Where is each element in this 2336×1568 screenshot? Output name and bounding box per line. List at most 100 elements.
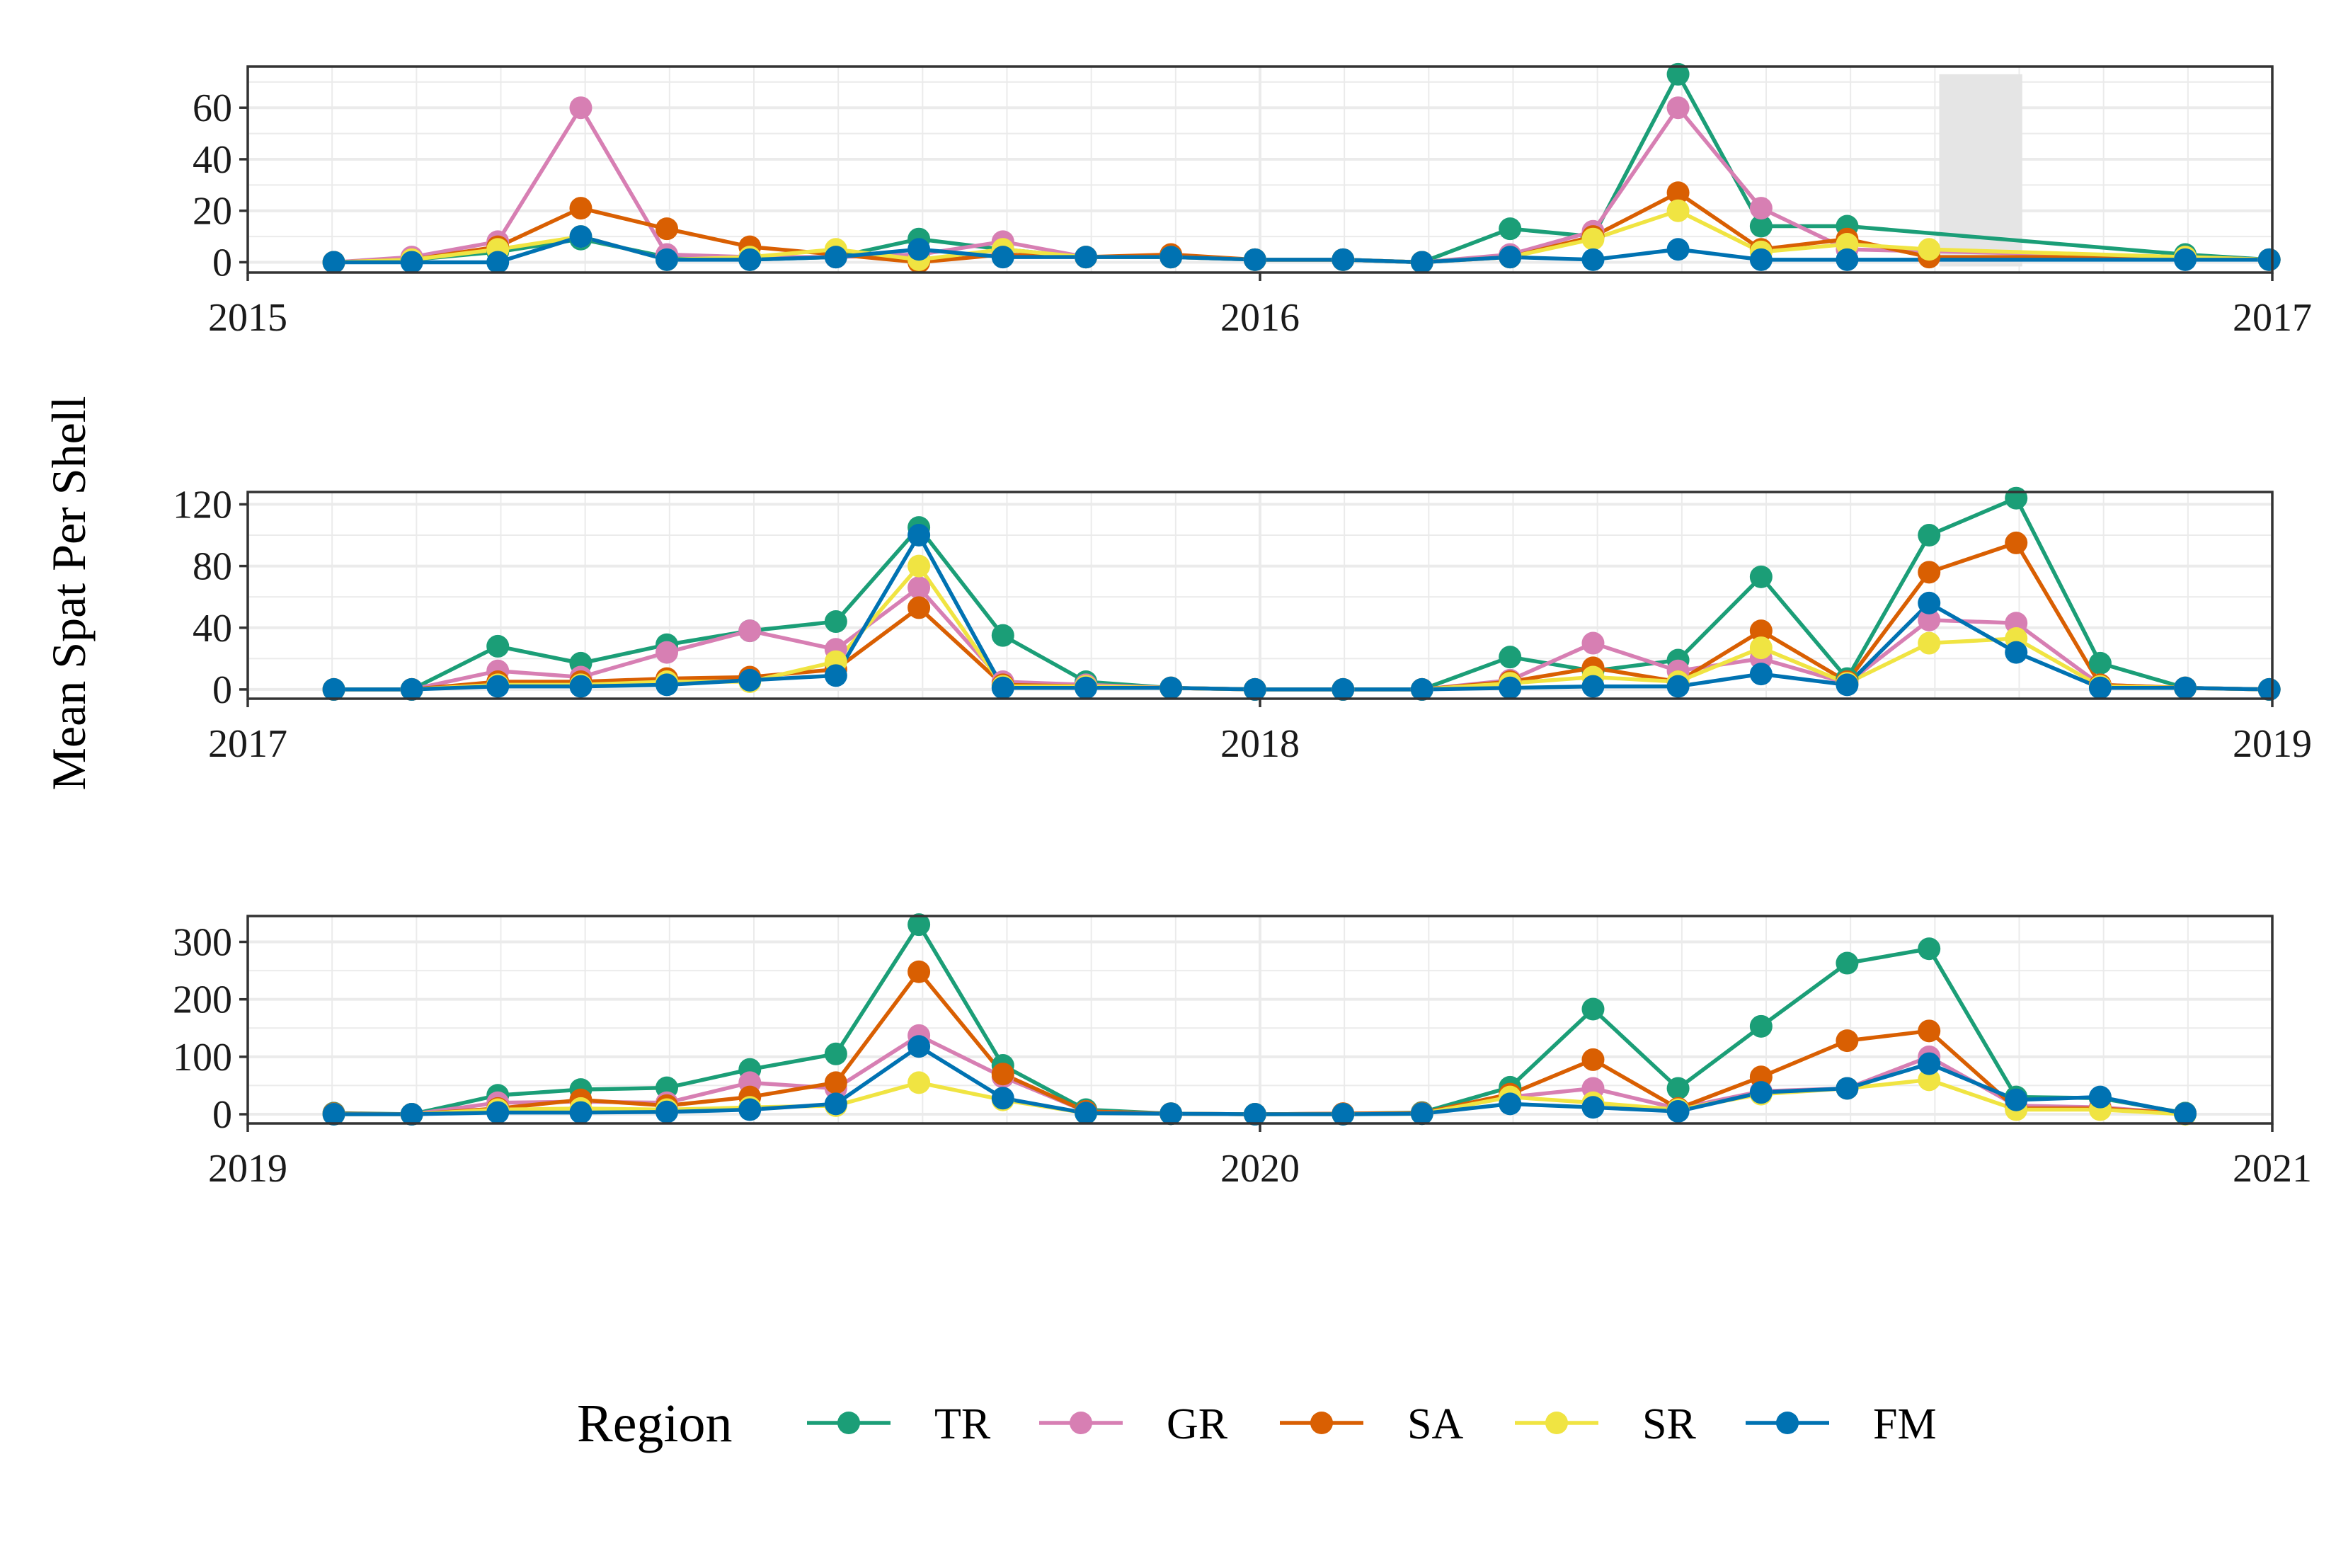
point-GR	[1749, 197, 1773, 220]
y-tick-label: 0	[212, 1093, 232, 1137]
y-tick-label: 120	[173, 483, 232, 527]
point-GR	[1918, 608, 1941, 631]
x-tick-label: 2015	[208, 296, 287, 340]
point-FM	[2174, 248, 2197, 271]
legend-key-point	[1776, 1412, 1799, 1434]
point-FM	[1749, 248, 1773, 271]
point-SR	[908, 1071, 931, 1094]
point-TR	[1749, 214, 1773, 238]
series-points	[322, 62, 2281, 274]
y-tick-label: 20	[193, 190, 232, 234]
point-SA	[991, 1063, 1014, 1086]
point-TR	[991, 624, 1014, 647]
point-SR	[1749, 636, 1773, 660]
point-FM	[1581, 248, 1605, 271]
point-FM	[1499, 246, 1522, 269]
point-FM	[486, 251, 510, 274]
legend: Region TR GR SA SR FM	[577, 1394, 1937, 1453]
point-TR	[2088, 651, 2112, 675]
legend-item-SR: SR	[1515, 1400, 1696, 1448]
point-FM	[569, 1101, 592, 1124]
point-SR	[908, 554, 931, 578]
y-tick-label: 80	[193, 545, 232, 589]
point-GR	[908, 576, 931, 600]
point-FM	[322, 677, 345, 701]
point-FM	[655, 673, 679, 697]
point-SR	[1918, 1068, 1941, 1092]
point-FM	[655, 248, 679, 271]
y-tick-label: 100	[173, 1036, 232, 1080]
panel-3: 0 100 200 300 2019 2020 2021	[173, 913, 2312, 1191]
point-FM	[400, 1103, 423, 1126]
legend-item-GR: GR	[1039, 1400, 1228, 1448]
point-SA	[1918, 1019, 1941, 1043]
point-FM	[908, 238, 931, 261]
legend-label: TR	[934, 1400, 991, 1448]
point-FM	[738, 248, 762, 271]
legend-key-point	[1545, 1412, 1568, 1434]
point-SA	[1666, 181, 1690, 205]
x-tick-label: 2020	[1220, 1147, 1300, 1191]
point-FM	[1581, 1096, 1605, 1119]
panel-2: 0 40 80 120 2017 2018 2019	[173, 483, 2312, 766]
point-FM	[2174, 1102, 2197, 1126]
y-tick-label: 40	[193, 138, 232, 182]
point-FM	[824, 246, 847, 269]
point-FM	[2174, 676, 2197, 699]
x-tick-label: 2019	[208, 1147, 287, 1191]
point-FM	[2257, 248, 2281, 271]
point-SA	[655, 217, 679, 241]
point-FM	[908, 524, 931, 547]
legend-key-point	[1070, 1412, 1092, 1434]
point-FM	[1332, 677, 1355, 701]
point-SR	[1918, 238, 1941, 261]
point-GR	[655, 641, 679, 664]
point-FM	[1332, 1103, 1355, 1126]
series-line-FM	[333, 533, 2269, 692]
legend-item-TR: TR	[807, 1400, 991, 1448]
point-FM	[1243, 248, 1266, 271]
series-points	[322, 486, 2281, 701]
point-GR	[569, 96, 592, 120]
point-FM	[1581, 675, 1605, 698]
point-SA	[2005, 531, 2028, 554]
legend-label: GR	[1167, 1400, 1228, 1448]
point-FM	[1836, 673, 1859, 697]
point-TR	[2005, 486, 2028, 510]
point-TR	[1581, 997, 1605, 1021]
x-tick-label: 2017	[208, 722, 287, 766]
point-FM	[1243, 677, 1266, 701]
point-FM	[1410, 251, 1433, 274]
point-FM	[1499, 1092, 1522, 1116]
y-axis-label: Mean Spat Per Shell	[42, 396, 96, 790]
point-FM	[1918, 1052, 1941, 1075]
point-SA	[1749, 619, 1773, 643]
point-TR	[824, 1042, 847, 1065]
point-FM	[2088, 676, 2112, 699]
point-FM	[1075, 676, 1098, 699]
point-TR	[1836, 951, 1859, 975]
point-TR	[486, 634, 510, 658]
legend-item-FM: FM	[1746, 1400, 1937, 1448]
point-SA	[908, 960, 931, 983]
point-FM	[655, 1100, 679, 1123]
x-tick-label: 2018	[1220, 722, 1300, 766]
point-FM	[1410, 1102, 1433, 1126]
x-tick-label: 2017	[2233, 296, 2312, 340]
point-TR	[1666, 62, 1690, 86]
point-TR	[1749, 1014, 1773, 1038]
point-FM	[1749, 663, 1773, 686]
y-tick-label: 0	[212, 668, 232, 712]
legend-key-point	[1310, 1412, 1333, 1434]
point-TR	[1666, 1077, 1690, 1100]
point-FM	[1160, 1102, 1183, 1126]
legend-label: SA	[1407, 1400, 1463, 1448]
point-SA	[824, 1071, 847, 1094]
point-FM	[322, 251, 345, 274]
point-FM	[569, 675, 592, 698]
point-FM	[738, 668, 762, 692]
series-points	[322, 913, 2197, 1126]
x-tick-label: 2019	[2233, 722, 2312, 766]
